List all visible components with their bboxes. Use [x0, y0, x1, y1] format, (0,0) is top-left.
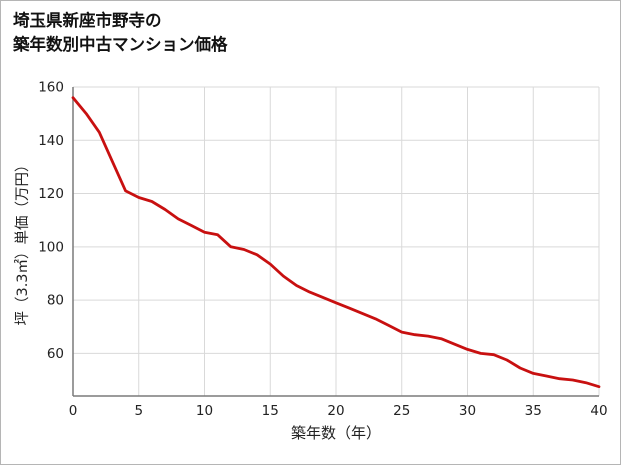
x-tick-label: 35 — [525, 403, 542, 419]
gridlines — [73, 86, 600, 396]
chart-title: 埼玉県新座市野寺の 築年数別中古マンション価格 — [13, 9, 228, 57]
x-axis-label: 築年数（年） — [291, 424, 381, 442]
y-tick-label: 100 — [38, 239, 64, 255]
x-tick-label: 5 — [134, 403, 143, 419]
axes — [72, 87, 599, 397]
x-tick-label: 25 — [393, 403, 410, 419]
y-tick-label: 140 — [38, 133, 64, 149]
y-axis-label: 坪（3.3㎡）単価（万円） — [14, 157, 31, 325]
x-tick-label: 40 — [590, 403, 607, 419]
x-tick-label: 10 — [196, 403, 213, 419]
price-line — [71, 96, 601, 389]
chart-title-line1: 埼玉県新座市野寺の — [13, 11, 162, 30]
y-tick-label: 60 — [47, 346, 64, 362]
x-tick-label: 20 — [327, 403, 344, 419]
y-tick-label: 120 — [38, 186, 64, 202]
x-tick-label: 30 — [459, 403, 476, 419]
tick-labels: 60 80 100 120 140 160 0 5 10 15 20 25 30 35 40 — [38, 80, 607, 420]
y-tick-label: 160 — [38, 80, 64, 96]
chart-title-line2: 築年数別中古マンション価格 — [13, 34, 228, 54]
x-tick-label: 0 — [69, 403, 78, 419]
x-tick-label: 15 — [262, 403, 279, 419]
y-tick-label: 80 — [47, 293, 64, 309]
